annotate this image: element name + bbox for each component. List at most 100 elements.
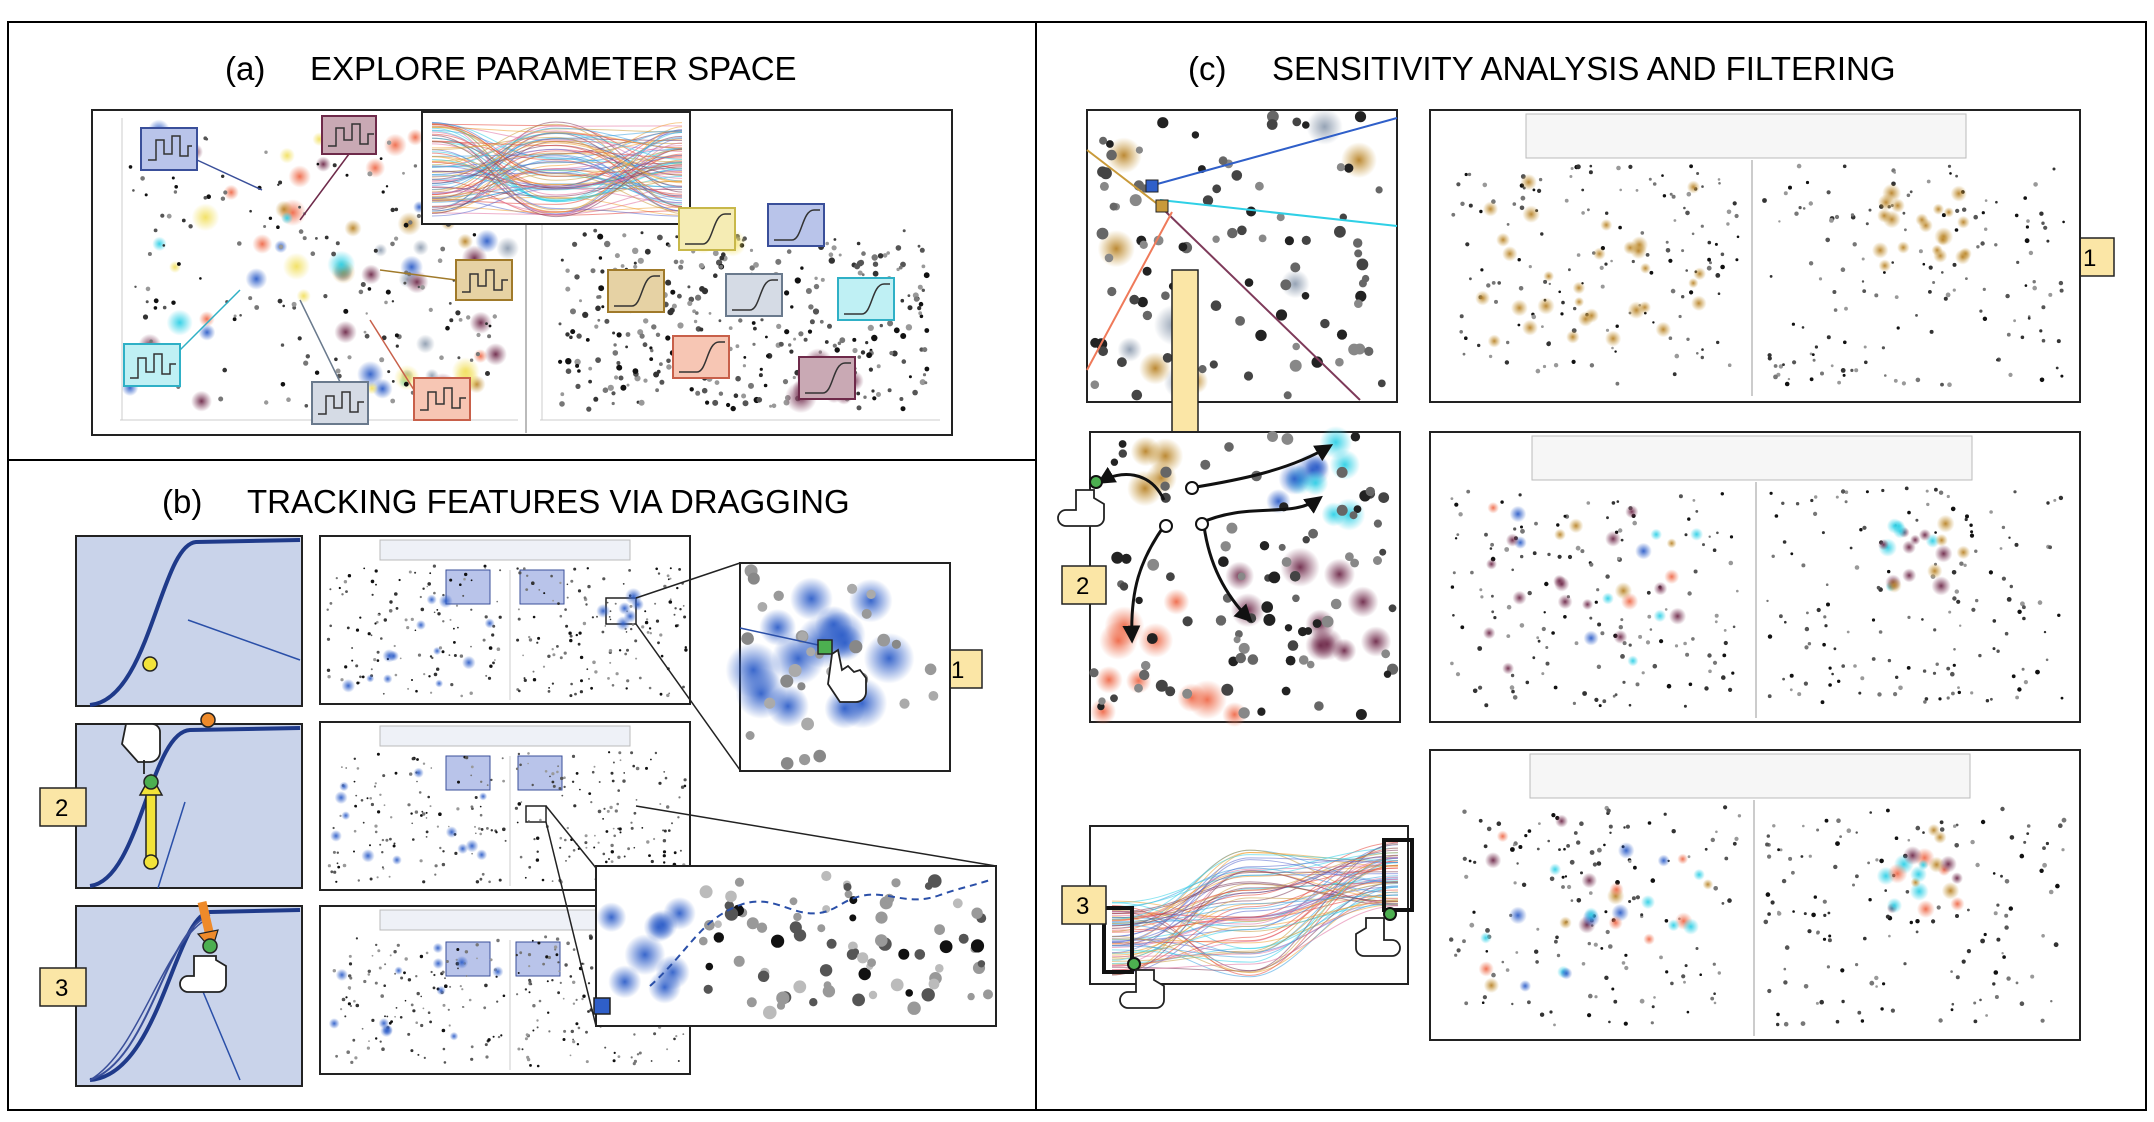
scatter-point [1777, 848, 1780, 852]
scatter-point [1452, 571, 1456, 575]
scatter-point [828, 252, 834, 257]
scatter-point [1686, 1010, 1690, 1014]
scatter-point [527, 762, 529, 765]
scatter-point [615, 672, 619, 676]
scatter-point [422, 880, 426, 884]
scatter-point [958, 933, 969, 944]
scatter-point [1097, 166, 1108, 178]
scatter-point [1964, 517, 1968, 522]
scatter-point [1320, 318, 1330, 329]
scatter-point [1292, 342, 1300, 351]
highlighted-point [725, 642, 782, 698]
scatter-point [1594, 697, 1599, 703]
scatter-point [632, 247, 639, 254]
scatter-point [1606, 516, 1609, 520]
scatter-point [585, 338, 590, 342]
scatter-point [384, 300, 388, 305]
scatter-point [582, 232, 587, 237]
scatter-point [374, 569, 378, 573]
highlighted-point [596, 902, 627, 933]
scatter-point [355, 1003, 360, 1008]
scatter-point [582, 621, 587, 626]
scatter-point [877, 633, 891, 647]
scatter-point [1594, 600, 1598, 604]
scatter-point [1683, 206, 1686, 210]
scatter-point [524, 876, 527, 879]
scatter-point [1970, 839, 1975, 845]
scatter-point [604, 318, 610, 324]
scatter-point [1501, 960, 1505, 964]
scatter-point [902, 229, 906, 233]
scatter-point [566, 583, 569, 586]
curve-panel-3[interactable] [75, 900, 303, 1087]
scatter-point [1099, 181, 1109, 191]
scatter-point [1598, 704, 1602, 708]
scatter-point [1720, 252, 1725, 257]
scatter-point [1950, 1008, 1954, 1012]
scatter-point [327, 675, 331, 679]
scatter-point [630, 1056, 633, 1059]
scatter-point [1202, 195, 1214, 206]
scatter-point [557, 765, 559, 768]
scatter-point [551, 979, 554, 982]
scatter-point [558, 970, 561, 973]
parallel-line [1111, 859, 1399, 954]
scatter-point [524, 988, 528, 991]
scatter-point [1726, 209, 1732, 215]
scatter-point [1355, 290, 1367, 302]
scatter-point [483, 1006, 487, 1010]
scatter-point [263, 225, 267, 228]
scatter-point [1722, 653, 1727, 658]
scatter-point [383, 804, 386, 807]
scatter-point [1875, 985, 1878, 988]
parallel-line [1111, 862, 1399, 963]
scatter-point [551, 648, 554, 651]
scatter-point [336, 862, 339, 865]
parallel-coordinates-detail[interactable] [1089, 825, 1414, 1009]
scatter-point [371, 954, 374, 957]
scatter-point [752, 342, 756, 346]
scatter-point [566, 941, 570, 946]
scatter-point [1520, 528, 1525, 534]
scatter-point [1482, 182, 1488, 188]
scatter-point [2000, 806, 2005, 812]
scatter-point [650, 348, 654, 353]
scatter-point [1875, 858, 1879, 862]
scatter-point [1557, 554, 1562, 559]
scatter-point [1695, 510, 1699, 513]
zoom-box-1[interactable] [725, 562, 951, 772]
highlighted-point [1280, 547, 1320, 587]
scatter-point [346, 626, 350, 630]
scatter-point [1830, 364, 1834, 368]
detail-view-2[interactable] [1057, 426, 1401, 727]
scatter-point [610, 843, 614, 848]
scatter-point [1994, 995, 1999, 999]
scatter-point [1455, 672, 1461, 677]
scatter-point [1587, 941, 1592, 946]
curve-panel-2[interactable] [75, 712, 303, 889]
scatter-point [1491, 972, 1496, 978]
highlighted-point [759, 608, 797, 646]
scatter-point [1970, 530, 1974, 534]
zoom-box-2[interactable] [593, 865, 997, 1027]
scatter-point [627, 847, 630, 851]
scatter-point [369, 797, 373, 800]
scatter-point [852, 347, 858, 354]
scatter-point [1215, 615, 1227, 626]
scatter-point [487, 1038, 491, 1042]
scatter-point [559, 656, 563, 660]
scatter-point [407, 1032, 411, 1036]
scatter-point [919, 314, 924, 319]
scatter-point [563, 785, 566, 789]
scatter-point [1534, 949, 1539, 954]
scatter-point [1336, 163, 1345, 172]
scatter-point [1947, 382, 1952, 388]
scatter-point [849, 914, 857, 922]
detail-view-1[interactable] [1086, 108, 1398, 403]
scatter-point [2008, 536, 2011, 539]
scatter-point [1907, 615, 1911, 620]
highlighted-point [465, 839, 479, 853]
scatter-point [1955, 823, 1959, 827]
scatter-point [875, 911, 888, 924]
highlighted-point [476, 849, 488, 861]
